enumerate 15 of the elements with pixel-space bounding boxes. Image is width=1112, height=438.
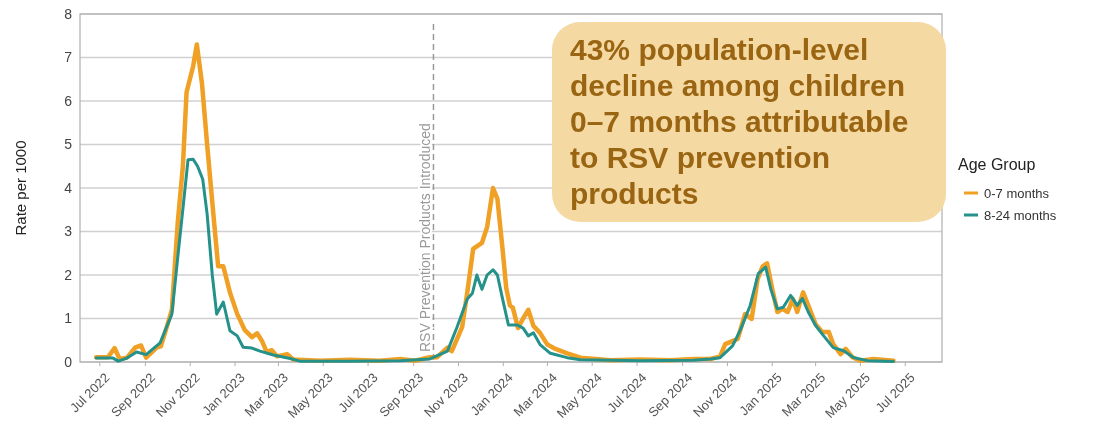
y-tick-label: 1 — [64, 310, 73, 327]
y-tick-label: 8 — [64, 5, 73, 22]
y-tick-label: 4 — [64, 179, 73, 196]
legend-label: 8-24 months — [984, 207, 1057, 223]
legend-title: Age Group — [958, 156, 1036, 173]
y-tick-label: 5 — [64, 136, 73, 153]
y-tick-label: 6 — [64, 92, 73, 109]
y-tick-label: 0 — [64, 353, 73, 370]
y-tick-label: 7 — [64, 49, 73, 66]
legend-label: 0-7 months — [984, 185, 1050, 201]
y-axis-title: Rate per 1000 — [12, 140, 29, 236]
ref-line-label: RSV Prevention Products Introduced — [417, 123, 434, 352]
y-tick-label: 3 — [64, 223, 73, 240]
annotation: 43% population-level decline among children 0–7 months attributable to RSV prevention products — [552, 22, 946, 222]
y-tick-label: 2 — [64, 266, 73, 283]
